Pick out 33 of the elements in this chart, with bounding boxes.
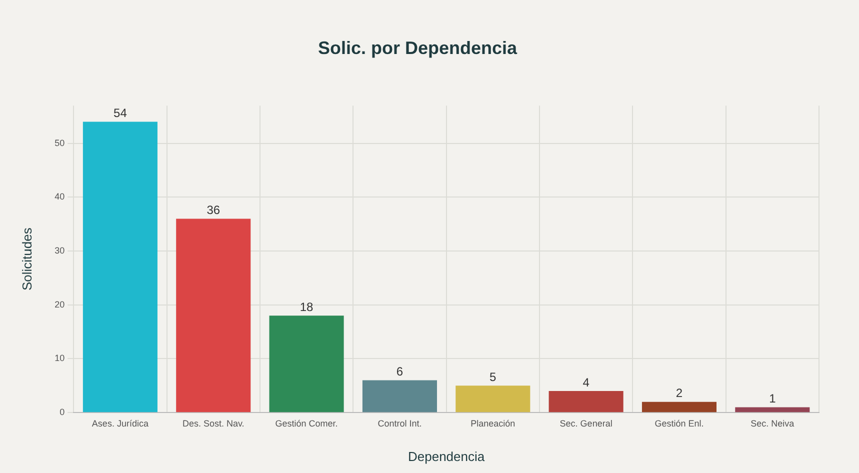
y-tick-label: 50 bbox=[54, 138, 65, 148]
bar bbox=[362, 380, 437, 412]
x-axis-title: Dependencia bbox=[408, 448, 486, 464]
y-tick-label: 10 bbox=[54, 353, 65, 364]
data-label: 36 bbox=[206, 203, 220, 218]
y-tick-label: 30 bbox=[54, 246, 65, 256]
bar bbox=[82, 122, 158, 412]
y-axis-title: Solicitudes bbox=[19, 227, 34, 291]
x-tick-label: Ases. Jurídica bbox=[92, 418, 148, 428]
x-tick-label: Planeación bbox=[470, 418, 516, 428]
bar bbox=[642, 402, 717, 412]
data-label: 6 bbox=[396, 364, 404, 379]
y-tick-label: 40 bbox=[54, 192, 65, 202]
x-tick-label: Gestión Enl. bbox=[654, 418, 704, 428]
bar bbox=[176, 218, 251, 412]
x-tick-label: Gestión Comer. bbox=[275, 418, 338, 428]
chart-title: Solic. por Dependencia bbox=[318, 38, 518, 58]
data-label: 2 bbox=[676, 386, 683, 400]
bar bbox=[735, 407, 810, 412]
data-label: 5 bbox=[490, 370, 497, 384]
data-label: 1 bbox=[769, 392, 776, 406]
bar bbox=[548, 391, 624, 412]
data-label: 18 bbox=[300, 300, 314, 314]
x-tick-label: Sec. General bbox=[560, 418, 612, 428]
x-tick-label: Des. Sost. Nav. bbox=[182, 418, 244, 428]
y-tick-label: 20 bbox=[54, 299, 65, 310]
y-tick-label: 0 bbox=[60, 407, 65, 418]
data-label: 4 bbox=[582, 375, 590, 390]
x-tick-label: Control Int. bbox=[378, 418, 422, 428]
x-tick-label: Sec. Neiva bbox=[750, 418, 794, 428]
data-label: 54 bbox=[114, 106, 128, 120]
bar bbox=[269, 316, 344, 412]
bar bbox=[456, 386, 530, 412]
